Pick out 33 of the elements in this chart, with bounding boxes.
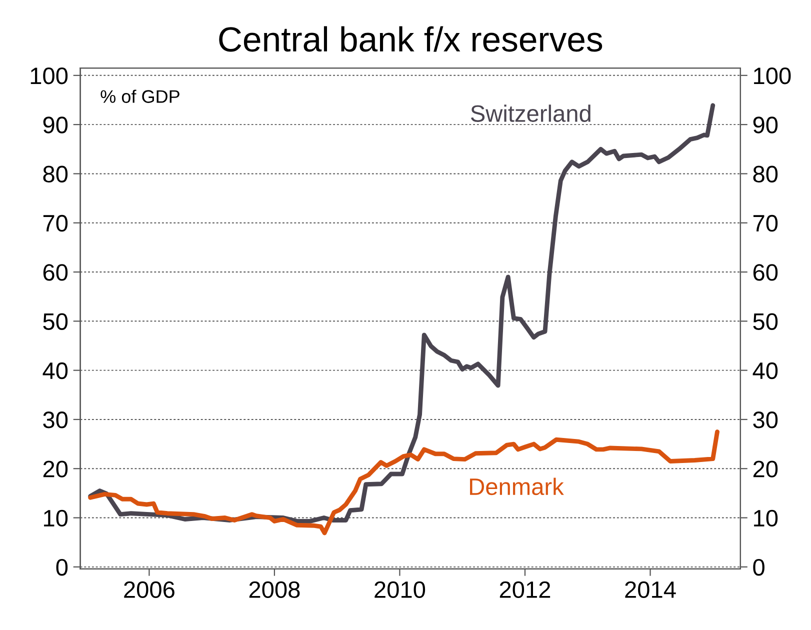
y-tick-label: 90 bbox=[43, 116, 68, 134]
y-tick-label: 50 bbox=[43, 313, 68, 330]
y2-tick-label: 0 bbox=[753, 558, 764, 576]
y2-tick-label: 50 bbox=[753, 313, 778, 330]
y2-tick-label: 80 bbox=[753, 166, 778, 183]
y-tick-label: 100 bbox=[30, 67, 68, 84]
y-tick-label: 40 bbox=[42, 362, 68, 380]
y2-tick-label: 30 bbox=[753, 412, 778, 428]
line-series bbox=[88, 430, 720, 536]
y2-tick-label: 60 bbox=[753, 264, 778, 281]
y2-tick-label: 70 bbox=[753, 214, 778, 232]
x-tick-label: 2010 bbox=[374, 581, 426, 598]
y2-tick-label: 10 bbox=[754, 510, 778, 527]
line-series bbox=[88, 103, 716, 524]
x-tick-label: 2006 bbox=[124, 581, 174, 598]
chart-title: Central bank f/x reserves bbox=[219, 26, 602, 52]
y2-tick-label: 20 bbox=[753, 460, 778, 478]
y-tick-label: 0 bbox=[56, 558, 68, 576]
x-tick-label: 2008 bbox=[249, 581, 300, 598]
y-tick-label: 70 bbox=[43, 214, 68, 232]
y-tick-label: 60 bbox=[43, 264, 68, 281]
y2-tick-label: 40 bbox=[752, 362, 778, 380]
y-tick-label: 30 bbox=[43, 412, 68, 428]
y-tick-label: 20 bbox=[43, 460, 68, 478]
y2-tick-label: 100 bbox=[754, 67, 791, 84]
y-tick-label: 80 bbox=[43, 166, 68, 183]
x-tick-label: 2012 bbox=[500, 581, 550, 598]
series-label: Denmark bbox=[470, 478, 564, 496]
y-tick-label: 10 bbox=[44, 510, 68, 527]
series-label: Switzerland bbox=[470, 104, 590, 122]
x-tick-label: 2014 bbox=[625, 581, 676, 598]
annotation: % of GDP bbox=[100, 90, 180, 103]
y2-tick-label: 90 bbox=[753, 116, 778, 134]
